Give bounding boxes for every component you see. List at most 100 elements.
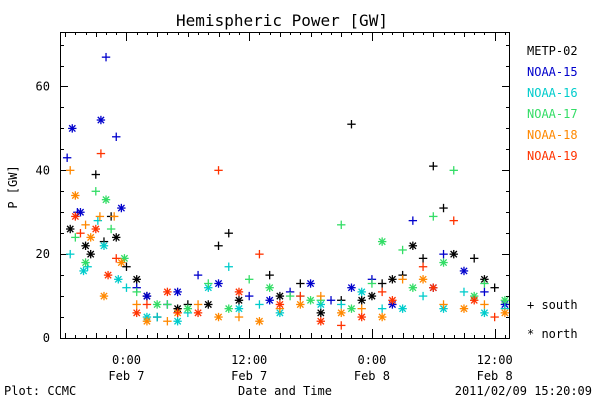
data-point-south: [367, 279, 377, 288]
data-point-south: [418, 254, 428, 263]
data-point-south: [62, 153, 72, 162]
data-point-south: [110, 212, 119, 221]
data-point-north: [96, 115, 106, 125]
data-point-north: [163, 287, 172, 297]
data-point-south: [480, 300, 489, 309]
data-point-north: [204, 300, 213, 309]
data-point-south: [429, 212, 438, 221]
data-point-north: [347, 304, 356, 313]
data-point-north: [500, 296, 510, 305]
data-point-south: [357, 304, 366, 313]
data-point-south: [106, 224, 116, 234]
data-point-north: [114, 275, 123, 284]
data-point-south: [163, 317, 172, 326]
data-point-north: [214, 312, 223, 322]
data-point-north: [66, 224, 75, 234]
data-point-north: [470, 296, 479, 305]
data-point-north: [79, 266, 88, 276]
data-point-north: [234, 296, 244, 305]
legend: METP-02 NOAA-15 NOAA-16 NOAA-17 NOAA-18 NOAA-…: [527, 44, 578, 341]
plot-frame: [60, 32, 510, 339]
data-point-south: [449, 216, 458, 225]
y-tick-label: 60: [36, 79, 50, 93]
y-tick-label: 40: [36, 163, 50, 177]
data-point-north: [68, 124, 77, 133]
data-point-south: [234, 312, 244, 322]
data-point-south: [449, 166, 458, 175]
data-marks: [62, 52, 510, 330]
data-point-north: [388, 296, 397, 305]
data-point-south: [255, 300, 264, 309]
data-point-south: [418, 262, 428, 271]
data-point-south: [112, 254, 121, 263]
data-point-north: [265, 283, 274, 292]
data-point-north: [101, 195, 111, 204]
x-tick-date-label: Feb 7: [108, 369, 144, 383]
data-point-south: [398, 245, 407, 255]
data-point-north: [306, 296, 315, 305]
data-point-south: [132, 300, 141, 309]
data-point-north: [117, 258, 126, 267]
legend-series-label: NOAA-18: [527, 128, 578, 142]
data-point-south: [224, 229, 233, 238]
data-point-north: [367, 291, 377, 301]
data-point-north: [408, 283, 418, 292]
data-point-north: [377, 312, 387, 322]
data-point-north: [152, 300, 162, 309]
legend-marker-south: + south: [527, 298, 578, 312]
data-point-south: [337, 300, 346, 309]
x-axis-label: Date and Time: [238, 384, 332, 398]
data-point-north: [99, 241, 109, 250]
data-point-south: [408, 216, 418, 225]
data-point-south: [122, 262, 131, 271]
data-point-north: [316, 317, 325, 326]
data-point-south: [337, 220, 346, 230]
data-point-north: [500, 308, 510, 318]
data-point-north: [449, 249, 458, 259]
data-point-south: [76, 229, 85, 238]
data-point-south: [173, 308, 182, 318]
data-point-north: [306, 279, 315, 288]
data-point-north: [275, 300, 285, 309]
data-point-north: [183, 304, 193, 313]
data-point-north: [296, 300, 305, 309]
x-tick-date-label: Feb 8: [477, 369, 513, 383]
data-point-north: [173, 317, 182, 326]
chart-title: Hemispheric Power [GW]: [176, 11, 388, 30]
data-point-south: [316, 291, 325, 301]
data-point-north: [91, 224, 100, 234]
x-tick-time-label: 12:00: [477, 353, 513, 367]
data-point-south: [398, 275, 407, 284]
data-point-north: [99, 291, 109, 301]
data-point-north: [459, 266, 469, 276]
data-point-south: [347, 120, 356, 129]
data-point-south: [429, 161, 438, 171]
data-point-north: [418, 275, 428, 284]
y-tick-label: 20: [36, 247, 50, 261]
data-point-north: [429, 283, 438, 292]
data-point-north: [86, 249, 95, 259]
data-point-north: [357, 287, 366, 297]
data-point-south: [71, 233, 80, 242]
data-point-south: [255, 249, 264, 259]
data-point-south: [296, 279, 305, 288]
data-point-north: [173, 287, 182, 297]
data-point-south: [439, 249, 448, 259]
data-point-north: [234, 287, 244, 297]
data-point-north: [81, 241, 90, 250]
data-point-south: [480, 279, 489, 288]
data-point-south: [480, 287, 489, 297]
data-point-south: [81, 220, 90, 230]
data-point-south: [296, 291, 305, 301]
data-point-south: [377, 287, 387, 297]
data-point-north: [193, 308, 203, 318]
x-tick-time-label: 0:00: [112, 353, 141, 367]
data-point-south: [112, 132, 121, 141]
legend-series-label: NOAA-17: [527, 107, 578, 121]
data-point-north: [71, 212, 80, 221]
data-point-south: [377, 304, 387, 313]
x-tick-time-label: 0:00: [357, 353, 386, 367]
data-point-north: [398, 304, 407, 313]
data-point-north: [316, 308, 325, 318]
